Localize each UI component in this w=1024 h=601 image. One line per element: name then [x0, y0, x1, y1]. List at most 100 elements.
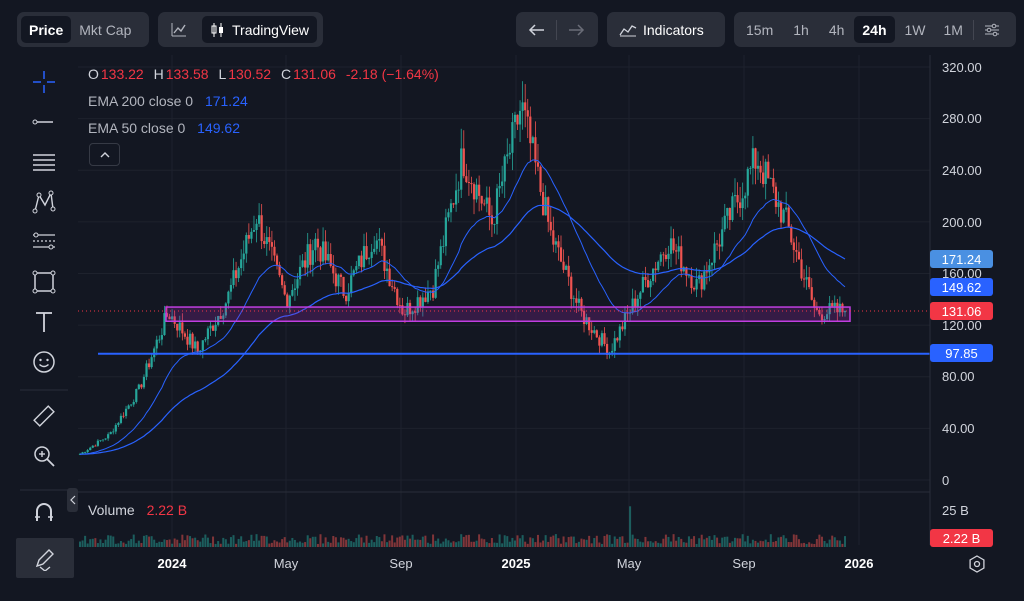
mktcap-button[interactable]: Mkt Cap [79, 21, 132, 38]
candle-body [536, 162, 540, 167]
chart-settings-button[interactable] [976, 16, 1008, 43]
pattern-tool[interactable] [24, 184, 64, 220]
volume-bar [107, 535, 110, 547]
candle-body [388, 268, 391, 287]
fib-retracement-tool[interactable] [24, 224, 64, 260]
candle-body [769, 178, 772, 179]
crosshair-tool[interactable] [24, 64, 64, 100]
volume-bar [772, 541, 775, 547]
candle-body [710, 262, 714, 266]
volume-bar [831, 535, 834, 547]
tradingview-button[interactable]: TradingView [202, 16, 318, 43]
ruler-tool[interactable] [24, 398, 64, 434]
timeframe-4h[interactable]: 4h [828, 21, 845, 38]
candle-body [547, 197, 550, 222]
text-tool[interactable] [24, 304, 64, 340]
candle-body [493, 223, 496, 225]
candle-body [618, 326, 621, 341]
line-chart-button[interactable] [162, 16, 196, 43]
collapse-toolbar-handle[interactable] [67, 488, 78, 512]
candle-body [403, 314, 407, 316]
back-button[interactable] [520, 16, 554, 43]
candle-body [314, 238, 317, 251]
tradingview-label: TradingView [232, 21, 310, 38]
magnet-tool[interactable] [24, 494, 64, 530]
ema200-price-tag: 171.24 [930, 250, 993, 268]
candle-body [194, 341, 197, 349]
candle-body [524, 102, 527, 111]
volume-bar [268, 543, 271, 547]
candle-body [613, 338, 616, 351]
timeframe-15m[interactable]: 15m [746, 21, 774, 38]
indicators-button[interactable]: Indicators [611, 16, 712, 43]
low-label: L [218, 66, 227, 82]
timeframe-1m[interactable]: 1M [943, 21, 963, 38]
zoom-tool[interactable] [24, 438, 64, 474]
candle-body [718, 244, 721, 247]
candle-body [398, 305, 401, 306]
volume-bar [432, 534, 435, 547]
volume-bar [160, 541, 163, 547]
candle-body [206, 328, 210, 340]
candle-body [245, 235, 248, 254]
forward-button[interactable] [559, 16, 593, 43]
timeframe-24h[interactable]: 24h [854, 16, 895, 43]
volume-bar [145, 535, 148, 547]
volume-bar [490, 537, 493, 547]
volume-bar [480, 538, 483, 547]
candle-body [751, 148, 754, 169]
volume-bar [380, 541, 383, 547]
timeframe-1h[interactable]: 1h [793, 21, 809, 38]
candle-body [680, 246, 683, 272]
indicators-icon [619, 24, 637, 36]
candle-body [682, 267, 685, 272]
price-button[interactable]: Price [21, 16, 72, 43]
collapse-legend-button[interactable] [89, 143, 120, 166]
candle-body [332, 265, 335, 274]
rectangle-tool[interactable] [24, 264, 64, 300]
volume-bar [416, 539, 419, 547]
fib-tool[interactable] [24, 144, 64, 180]
volume-bar [560, 543, 563, 547]
volume-legend[interactable]: Volume 2.22 B [88, 502, 189, 518]
candle-body [439, 246, 442, 266]
change-value: -2.18 (−1.64%) [345, 66, 439, 82]
volume-bar [109, 535, 112, 547]
volume-bar [531, 538, 534, 547]
candle-body [173, 316, 176, 324]
ema200-legend[interactable]: EMA 200 close 0 171.24 [88, 93, 250, 109]
candle-body [669, 238, 673, 254]
volume-bar [526, 543, 529, 547]
emoji-tool[interactable] [24, 344, 64, 380]
more-tools-button[interactable] [16, 538, 74, 578]
support-zone [165, 306, 851, 323]
volume-bar [606, 534, 609, 547]
volume-bar [84, 535, 87, 547]
gear-icon [969, 555, 985, 573]
volume-bar [286, 542, 289, 547]
volume-bar [603, 535, 606, 547]
volume-bar [265, 536, 268, 547]
volume-bar [347, 538, 350, 547]
volume-bar [142, 535, 145, 547]
ema50-legend[interactable]: EMA 50 close 0 149.62 [88, 120, 242, 136]
volume-bar [258, 540, 261, 547]
timeframe-1w[interactable]: 1W [904, 21, 926, 38]
volume-bar [429, 543, 432, 547]
candle-body [582, 310, 586, 325]
axis-settings-button[interactable] [967, 554, 987, 574]
volume-bar [299, 541, 302, 547]
candle-body [150, 357, 153, 368]
volume-bar [826, 543, 829, 547]
volume-bar [654, 541, 657, 547]
volume-bar [150, 536, 153, 547]
candle-body [247, 235, 250, 239]
volume-bars [79, 506, 846, 547]
volume-bar [565, 542, 568, 547]
ruler-icon [33, 405, 55, 427]
trendline-tool[interactable] [24, 104, 64, 140]
candle-body [652, 268, 655, 282]
candle-body [736, 195, 739, 203]
crosshair-icon [33, 71, 55, 93]
